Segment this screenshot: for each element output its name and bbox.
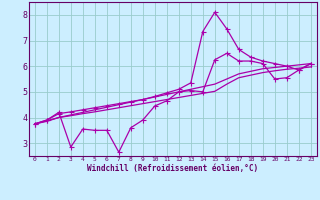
X-axis label: Windchill (Refroidissement éolien,°C): Windchill (Refroidissement éolien,°C) [87,164,258,173]
